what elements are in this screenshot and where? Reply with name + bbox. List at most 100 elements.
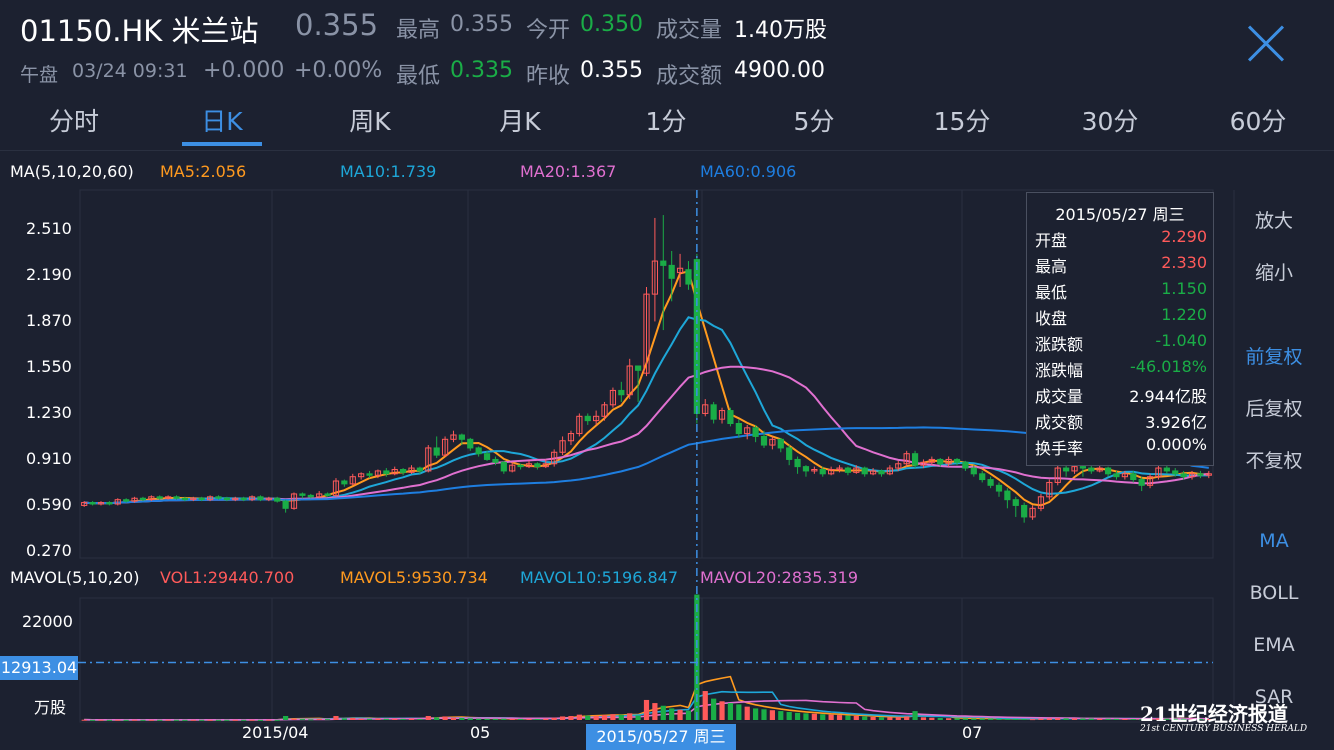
stock-title: 01150.HK 米兰站 (20, 14, 259, 48)
candle-down (1004, 490, 1011, 501)
volume-bar (568, 715, 574, 720)
change-value: +0.000 (203, 58, 285, 83)
tab-weekly-k[interactable]: 周K (349, 107, 391, 136)
candle-up (358, 473, 365, 478)
vol1-legend: VOL1:29440.700 (160, 568, 295, 587)
tooltip-key: 成交量 (1035, 387, 1084, 406)
ma20-legend: MA20:1.367 (520, 162, 617, 181)
tab-30min[interactable]: 30分 (1081, 107, 1139, 136)
candle-up (148, 496, 155, 501)
volume-bar (366, 718, 373, 720)
volume-bar (643, 699, 650, 720)
forward-adjust-button[interactable]: 前复权 (1245, 346, 1303, 368)
volume-bar (1189, 718, 1195, 720)
ma-indicator-button[interactable]: MA (1259, 530, 1289, 552)
backward-adjust-button[interactable]: 后复权 (1245, 398, 1303, 420)
tooltip-value: 2.944亿股 (1129, 387, 1207, 406)
high-label: 最高 (396, 18, 441, 43)
candle-up (811, 469, 818, 472)
volume-bar (635, 715, 641, 720)
quote-datetime: 03/24 09:31 (72, 60, 188, 82)
candle-down (400, 469, 407, 473)
sar-indicator-button[interactable]: SAR (1254, 686, 1294, 708)
tooltip-key: 换手率 (1035, 439, 1084, 458)
tooltip-row: 最低 1.150 (1035, 279, 1207, 305)
candle-up (559, 440, 566, 453)
current-price: 0.355 (295, 8, 379, 42)
volume-bar (1063, 718, 1069, 720)
no-adjust-button[interactable]: 不复权 (1245, 450, 1303, 472)
volume-bar (585, 715, 591, 720)
candle-down (802, 466, 810, 472)
volume-bar (1088, 718, 1094, 720)
active-tab-indicator (182, 142, 262, 146)
volume-bar (685, 710, 692, 720)
volume-bar (1105, 718, 1111, 720)
volume-bar (98, 719, 104, 721)
watermark-logo: 21世纪经济报道 (1140, 702, 1288, 726)
tab-60min[interactable]: 60分 (1229, 107, 1287, 136)
volume-bar (115, 719, 121, 721)
volume-bar (1122, 718, 1128, 720)
price-tick: 1.230 (26, 403, 72, 422)
zoom-out-button[interactable]: 缩小 (1254, 262, 1293, 284)
volume-bar (450, 717, 457, 720)
tooltip-row: 换手率 0.000% (1035, 435, 1207, 461)
candles (81, 215, 1212, 523)
candle-down (794, 458, 801, 468)
volume-bar (828, 714, 834, 720)
volume-bar (492, 718, 499, 720)
candle-down (995, 484, 1003, 492)
volume-bar (996, 718, 1002, 720)
tab-monthly-k[interactable]: 月K (499, 107, 541, 136)
volume-bar (551, 717, 557, 720)
tooltip-key: 涨跌额 (1035, 335, 1084, 354)
volume-bar (820, 714, 826, 720)
candle-down (727, 410, 734, 424)
volume-bar (476, 718, 482, 720)
price-tick: 2.510 (26, 219, 72, 238)
tooltip-value: 1.220 (1161, 305, 1207, 324)
candle-down (635, 365, 642, 371)
volume-bar (719, 701, 725, 720)
volume-bar (274, 719, 280, 721)
price-tick: 1.870 (26, 311, 72, 330)
volume-bar (1206, 719, 1212, 721)
candle-down (970, 467, 977, 475)
ema-indicator-button[interactable]: EMA (1253, 634, 1295, 656)
candle-up (232, 497, 239, 501)
volume-bar (677, 709, 683, 720)
volume-bar (543, 718, 549, 720)
volume-bar (895, 716, 901, 720)
date-tick: 05 (470, 723, 491, 742)
tab-intraday[interactable]: 分时 (48, 107, 99, 136)
volume-bar (979, 718, 985, 720)
tab-5min[interactable]: 5分 (793, 107, 835, 136)
candle-up (1121, 473, 1128, 478)
volume-bar (215, 719, 222, 721)
zoom-in-button[interactable]: 放大 (1254, 210, 1293, 232)
volume-bar (1021, 719, 1027, 721)
volume-bar (375, 718, 381, 720)
candle-down (257, 496, 264, 501)
candle-up (441, 438, 449, 456)
prev-close-label: 昨收 (526, 64, 571, 89)
amount-label: 成交额 (656, 64, 723, 89)
boll-indicator-button[interactable]: BOLL (1249, 582, 1299, 604)
volume-bar (308, 719, 314, 721)
ma5-legend: MA5:2.056 (160, 162, 247, 181)
volume-value: 1.40万股 (734, 18, 827, 43)
tab-daily-k[interactable]: 日K (201, 107, 243, 136)
tab-15min[interactable]: 15分 (933, 107, 991, 136)
mavol10-legend: MAVOL10:5196.847 (520, 568, 678, 587)
volume-bar (316, 718, 322, 720)
volume-bar (702, 691, 708, 720)
tooltip-row: 最高 2.330 (1035, 253, 1207, 279)
tab-1min[interactable]: 1分 (645, 107, 687, 136)
volume-bar (501, 718, 507, 720)
candle-up (676, 267, 684, 274)
volume-bar (459, 717, 465, 720)
candle-up (576, 415, 583, 435)
tooltip-key: 涨跌幅 (1035, 361, 1084, 380)
